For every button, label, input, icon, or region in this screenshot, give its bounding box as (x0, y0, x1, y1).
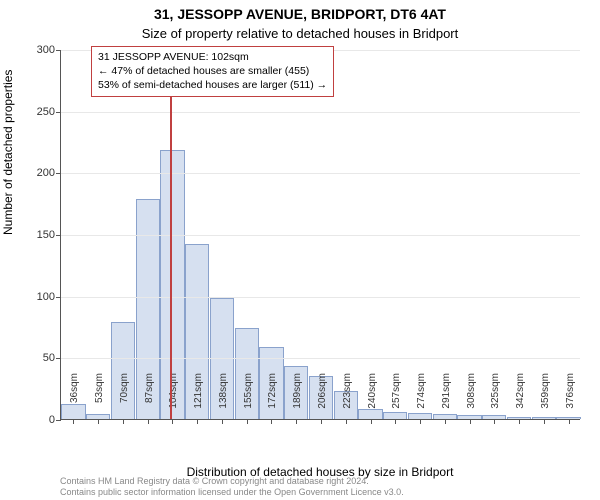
x-tick-label: 138sqm (218, 373, 229, 423)
y-tick-label: 0 (49, 414, 55, 426)
x-tick-mark (470, 419, 471, 424)
x-tick-label: 53sqm (94, 373, 105, 423)
y-tick-mark (56, 173, 61, 174)
info-line-1: 31 JESSOPP AVENUE: 102sqm (98, 50, 327, 64)
x-tick-label: 291sqm (441, 373, 452, 423)
y-tick-mark (56, 112, 61, 113)
x-tick-label: 70sqm (119, 373, 130, 423)
x-tick-label: 172sqm (267, 373, 278, 423)
x-tick-mark (296, 419, 297, 424)
x-tick-mark (395, 419, 396, 424)
x-tick-label: 359sqm (540, 373, 551, 423)
marker-info-box: 31 JESSOPP AVENUE: 102sqm← 47% of detach… (91, 46, 334, 97)
x-tick-label: 376sqm (565, 373, 576, 423)
marker-line (170, 50, 172, 419)
x-tick-label: 189sqm (292, 373, 303, 423)
grid-line (61, 297, 580, 298)
x-tick-mark (222, 419, 223, 424)
x-tick-label: 240sqm (367, 373, 378, 423)
plot-area: 05010015020025030036sqm53sqm70sqm87sqm10… (60, 50, 580, 420)
y-tick-label: 300 (37, 44, 55, 56)
x-tick-mark (569, 419, 570, 424)
x-tick-label: 274sqm (416, 373, 427, 423)
y-tick-label: 150 (37, 229, 55, 241)
y-tick-mark (56, 297, 61, 298)
chart-title-1: 31, JESSOPP AVENUE, BRIDPORT, DT6 4AT (0, 6, 600, 22)
x-tick-mark (346, 419, 347, 424)
y-tick-mark (56, 358, 61, 359)
x-tick-mark (519, 419, 520, 424)
x-tick-label: 223sqm (342, 373, 353, 423)
x-tick-label: 257sqm (391, 373, 402, 423)
x-tick-mark (271, 419, 272, 424)
grid-line (61, 235, 580, 236)
y-tick-mark (56, 420, 61, 421)
grid-line (61, 358, 580, 359)
info-line-2: ← 47% of detached houses are smaller (45… (98, 64, 327, 78)
x-tick-label: 206sqm (317, 373, 328, 423)
y-tick-mark (56, 235, 61, 236)
x-tick-mark (445, 419, 446, 424)
x-tick-mark (420, 419, 421, 424)
x-tick-mark (197, 419, 198, 424)
x-tick-label: 308sqm (466, 373, 477, 423)
grid-line (61, 173, 580, 174)
x-tick-mark (172, 419, 173, 424)
x-tick-label: 342sqm (515, 373, 526, 423)
y-tick-label: 50 (43, 352, 55, 364)
footer-line-1: Contains HM Land Registry data © Crown c… (60, 476, 404, 487)
y-tick-label: 200 (37, 167, 55, 179)
x-tick-mark (321, 419, 322, 424)
chart-title-2: Size of property relative to detached ho… (0, 26, 600, 41)
x-tick-mark (247, 419, 248, 424)
x-tick-mark (123, 419, 124, 424)
y-tick-mark (56, 50, 61, 51)
footer-attribution: Contains HM Land Registry data © Crown c… (60, 476, 404, 498)
x-tick-mark (371, 419, 372, 424)
x-tick-label: 325sqm (490, 373, 501, 423)
info-line-3: 53% of semi-detached houses are larger (… (98, 78, 327, 92)
y-tick-label: 100 (37, 291, 55, 303)
y-axis-label: Number of detached properties (1, 70, 15, 235)
x-tick-mark (98, 419, 99, 424)
x-tick-mark (73, 419, 74, 424)
grid-line (61, 112, 580, 113)
y-tick-label: 250 (37, 106, 55, 118)
x-tick-label: 155sqm (243, 373, 254, 423)
x-tick-label: 87sqm (144, 373, 155, 423)
x-tick-label: 36sqm (69, 373, 80, 423)
chart-container: 31, JESSOPP AVENUE, BRIDPORT, DT6 4AT Si… (0, 0, 600, 500)
x-tick-mark (494, 419, 495, 424)
x-tick-mark (148, 419, 149, 424)
x-tick-label: 121sqm (193, 373, 204, 423)
x-tick-mark (544, 419, 545, 424)
footer-line-2: Contains public sector information licen… (60, 487, 404, 498)
